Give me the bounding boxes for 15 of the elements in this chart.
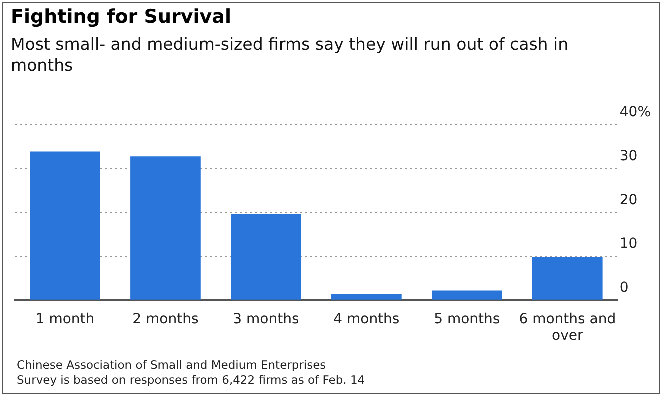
- x-tick-label: 2 months: [132, 311, 199, 328]
- chart-title: Fighting for Survival: [11, 6, 232, 28]
- y-tick-label: 10: [620, 236, 638, 252]
- x-tick-label: 1 month: [36, 311, 95, 328]
- chart-subtitle: Most small- and medium-sized firms say they will run out of cash in months: [11, 34, 570, 76]
- text: Chinese Association of Small and Medium Enterprises: [17, 358, 328, 373]
- x-tick-label: 6 months and over: [519, 311, 616, 344]
- y-tick-label: 30: [620, 148, 638, 164]
- y-tick-label: 40%: [620, 104, 652, 121]
- x-tick-label: 3 months: [233, 311, 300, 328]
- text: Survey is based on responses from 6,422 firms as of Feb. 14: [17, 373, 366, 388]
- y-tick-label: 20: [620, 192, 638, 208]
- y-tick-label: 0: [620, 280, 629, 296]
- x-tick-label: 5 months: [434, 311, 500, 328]
- x-tick-label: 4 months: [334, 311, 400, 328]
